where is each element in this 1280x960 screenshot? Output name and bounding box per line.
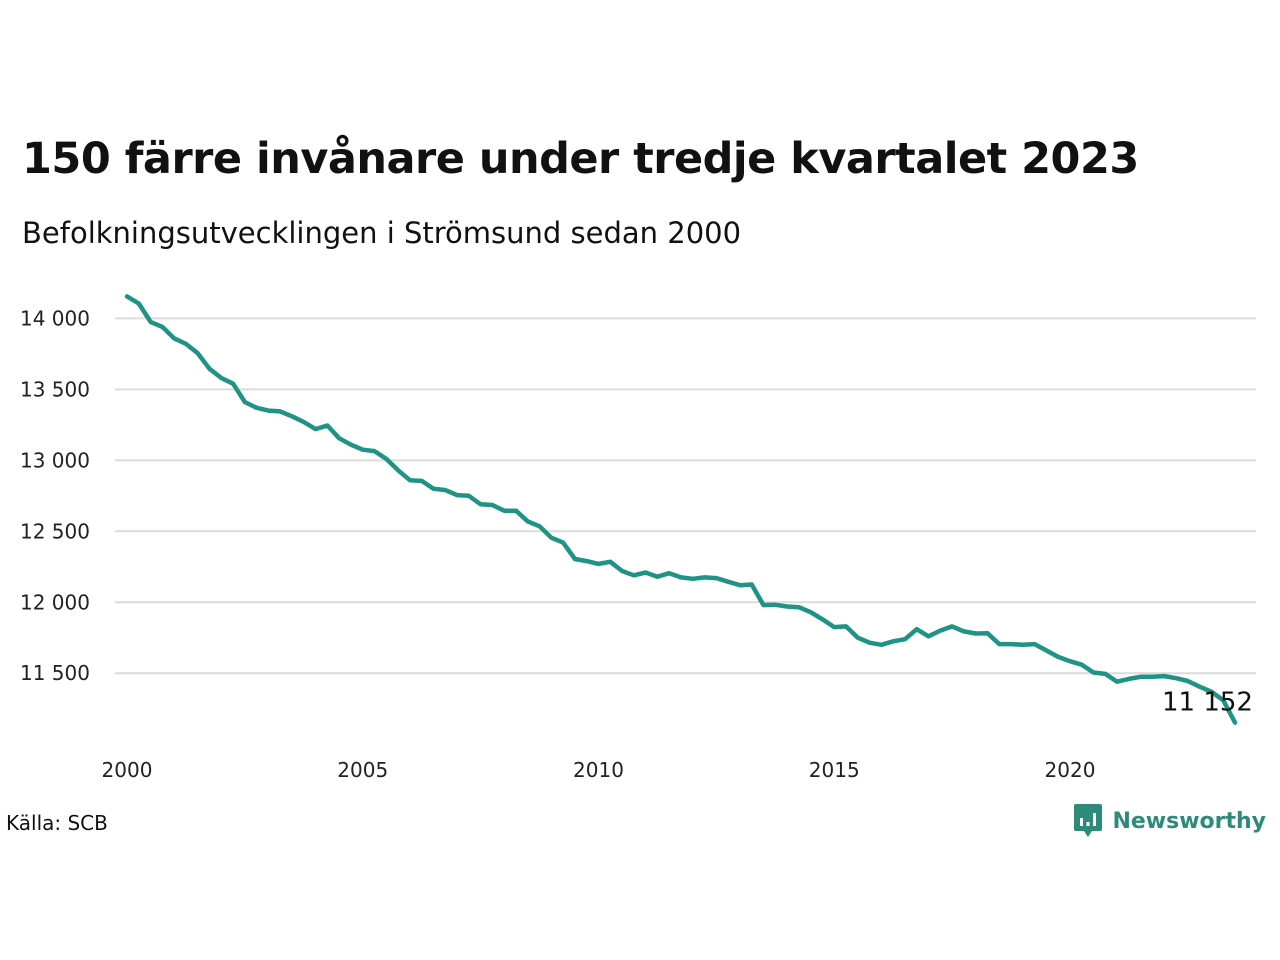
- series-line: [124, 294, 1238, 725]
- x-tick-label: 2000: [102, 758, 153, 782]
- source-note: Källa: SCB: [6, 811, 108, 835]
- x-tick-label: 2020: [1045, 758, 1096, 782]
- newsworthy-icon: [1074, 804, 1103, 837]
- x-tick-label: 2005: [337, 758, 388, 782]
- y-tick-label: 12 500: [20, 519, 90, 543]
- brand-name: Newsworthy: [1112, 808, 1266, 834]
- y-tick-label: 14 000: [20, 306, 90, 330]
- y-tick-label: 11 500: [20, 661, 90, 685]
- line-chart: 11 500 12 000 12 500 13 000 13 500 14 000 2000…: [20, 294, 1256, 782]
- y-tick-label: 13 000: [20, 448, 90, 472]
- x-tick-label: 2015: [809, 758, 860, 782]
- chart-subtitle: Befolkningsutvecklingen i Strömsund seda…: [22, 216, 742, 250]
- y-tick-label: 12 000: [20, 590, 90, 614]
- end-value-label: 11 152: [1162, 688, 1253, 718]
- chart-title: 150 färre invånare under tredje kvartale…: [22, 134, 1139, 184]
- newsworthy-logo: Newsworthy: [1074, 804, 1266, 838]
- y-tick-label: 13 500: [20, 377, 90, 401]
- x-tick-label: 2010: [573, 758, 624, 782]
